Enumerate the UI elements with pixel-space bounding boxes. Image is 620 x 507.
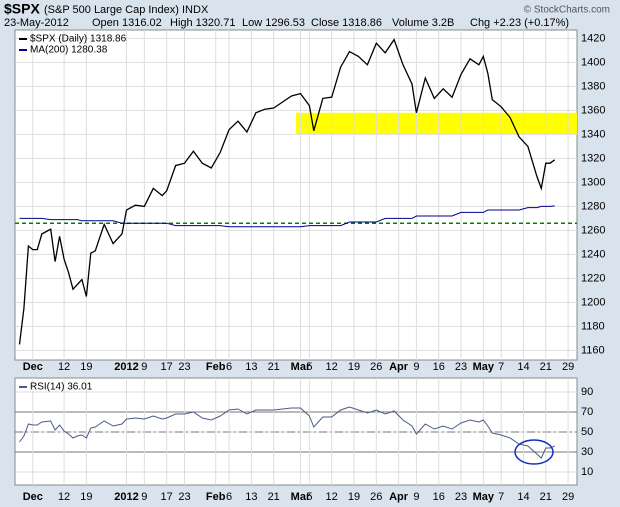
x-tick-label: 29	[562, 361, 574, 373]
x-tick-label: 7	[498, 361, 504, 373]
x-tick-label: Feb	[206, 491, 226, 503]
x-tick-label: 9	[413, 491, 419, 503]
x-tick-label: 21	[540, 491, 552, 503]
y-tick-label: 1220	[581, 272, 605, 284]
legend-label: MA(200) 1280.38	[30, 45, 108, 56]
subtitle: (S&P 500 Large Cap Index) INDX	[44, 4, 209, 16]
x-tick-label: 14	[517, 491, 529, 503]
x-tick-label: 23	[455, 491, 467, 503]
x-tick-label: 19	[80, 491, 92, 503]
x-tick-label: 23	[455, 361, 467, 373]
date: 23-May-2012	[4, 17, 69, 29]
x-tick-label: 2012	[114, 361, 138, 373]
x-tick-label: Apr	[389, 361, 409, 373]
x-tick-label: 21	[268, 361, 280, 373]
x-tick-label: 21	[268, 491, 280, 503]
y-tick-label: 70	[581, 406, 593, 418]
x-tick-label: 17	[161, 361, 173, 373]
x-tick-label: 29	[562, 491, 574, 503]
y-tick-label: 1200	[581, 296, 605, 308]
y-tick-label: 1280	[581, 200, 605, 212]
series-line	[19, 205, 555, 228]
y-tick-label: 1340	[581, 128, 605, 140]
y-tick-label: 1260	[581, 224, 605, 236]
x-tick-label: May	[473, 361, 495, 373]
change: Chg +2.23 (+0.17%)	[470, 17, 569, 29]
volume: Volume 3.2B	[392, 17, 454, 29]
open: Open 1316.02	[92, 17, 162, 29]
x-tick-label: 19	[348, 491, 360, 503]
x-tick-label: 12	[326, 491, 338, 503]
x-tick-label: 23	[178, 361, 190, 373]
y-tick-label: 90	[581, 386, 593, 398]
series-line	[18, 38, 556, 345]
low: Low 1296.53	[242, 17, 305, 29]
x-tick-label: 5	[306, 491, 312, 503]
x-tick-label: 12	[58, 361, 70, 373]
x-tick-label: 21	[540, 361, 552, 373]
zone	[296, 112, 577, 135]
chart-title: $SPX	[4, 1, 40, 17]
y-tick-label: 1320	[581, 152, 605, 164]
y-tick-label: 1400	[581, 56, 605, 68]
x-tick-label: Mar	[291, 361, 311, 373]
x-tick-label: May	[473, 491, 495, 503]
legend-label: RSI(14) 36.01	[30, 382, 93, 393]
y-tick-label: 1300	[581, 176, 605, 188]
x-tick-label: 13	[245, 361, 257, 373]
x-tick-label: Dec	[23, 491, 43, 503]
legend-label: $SPX (Daily) 1318.86	[30, 34, 127, 45]
y-tick-label: 30	[581, 446, 593, 458]
x-tick-label: 9	[141, 491, 147, 503]
y-tick-label: 1420	[581, 32, 605, 44]
x-tick-label: 26	[370, 361, 382, 373]
y-tick-label: 1180	[581, 320, 605, 332]
x-tick-label: 26	[370, 491, 382, 503]
y-tick-label: 10	[581, 466, 593, 478]
highlight-circle	[514, 439, 554, 465]
x-tick-label: 12	[58, 491, 70, 503]
x-tick-label: 23	[178, 491, 190, 503]
x-tick-label: 2012	[114, 491, 138, 503]
x-tick-label: Feb	[206, 361, 226, 373]
x-tick-label: 16	[433, 491, 445, 503]
y-tick-label: 1380	[581, 80, 605, 92]
x-tick-label: 6	[226, 361, 232, 373]
high: High 1320.71	[170, 17, 235, 29]
x-tick-label: 6	[226, 491, 232, 503]
x-tick-label: 9	[413, 361, 419, 373]
x-tick-label: Mar	[291, 491, 311, 503]
y-tick-label: 1360	[581, 104, 605, 116]
x-tick-label: Dec	[23, 361, 43, 373]
close: Close 1318.86	[311, 17, 382, 29]
x-tick-label: 5	[306, 361, 312, 373]
y-tick-label: 50	[581, 426, 593, 438]
x-tick-label: 19	[80, 361, 92, 373]
x-tick-label: 13	[245, 491, 257, 503]
plot-area	[14, 29, 578, 361]
source: © StockCharts.com	[524, 5, 610, 16]
series-line	[19, 406, 555, 459]
x-tick-label: 14	[517, 361, 529, 373]
y-tick-label: 1160	[581, 344, 605, 356]
x-tick-label: 16	[433, 361, 445, 373]
x-tick-label: Apr	[389, 491, 409, 503]
x-tick-label: 9	[141, 361, 147, 373]
x-tick-label: 17	[161, 491, 173, 503]
x-tick-label: 7	[498, 491, 504, 503]
x-tick-label: 19	[348, 361, 360, 373]
y-tick-label: 1240	[581, 248, 605, 260]
x-tick-label: 12	[326, 361, 338, 373]
